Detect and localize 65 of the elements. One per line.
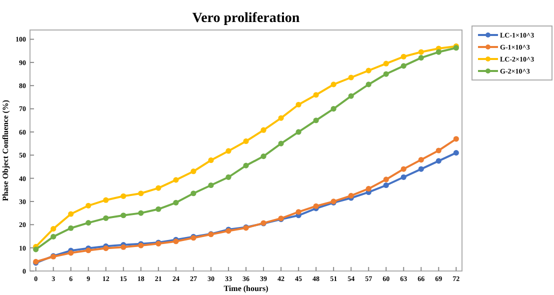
point xyxy=(383,60,389,66)
point xyxy=(296,102,302,108)
x-axis-title: Time (hours) xyxy=(224,284,269,293)
point xyxy=(436,148,442,154)
point xyxy=(400,174,406,180)
point xyxy=(86,220,92,226)
point xyxy=(190,168,196,174)
point xyxy=(400,166,406,172)
point xyxy=(296,209,302,215)
point xyxy=(138,210,144,216)
point xyxy=(103,245,109,252)
point xyxy=(313,92,319,98)
point xyxy=(68,211,74,217)
point xyxy=(313,118,319,124)
point xyxy=(33,246,39,252)
point xyxy=(68,225,74,231)
point xyxy=(453,136,459,142)
point xyxy=(278,115,284,121)
point xyxy=(400,54,406,60)
point xyxy=(453,150,459,156)
point xyxy=(156,185,162,191)
point xyxy=(330,82,336,88)
point xyxy=(120,212,126,218)
point xyxy=(278,140,284,146)
point xyxy=(208,182,214,188)
point xyxy=(86,202,92,208)
point xyxy=(366,68,372,74)
point xyxy=(138,190,144,196)
point xyxy=(400,63,406,69)
point xyxy=(226,174,232,180)
point xyxy=(418,156,424,163)
point xyxy=(103,215,109,221)
point xyxy=(260,127,266,133)
point xyxy=(208,157,214,164)
point xyxy=(103,197,109,203)
point xyxy=(330,106,336,112)
point xyxy=(260,153,266,160)
y-axis-title: Phase Object Confluence (%) xyxy=(1,100,10,202)
point xyxy=(156,206,162,212)
point xyxy=(348,74,354,80)
point xyxy=(436,158,442,164)
point xyxy=(366,186,372,192)
point xyxy=(383,176,389,182)
point xyxy=(173,200,179,206)
point xyxy=(190,190,196,196)
point xyxy=(296,129,302,135)
point xyxy=(50,226,56,232)
point xyxy=(383,182,389,188)
point xyxy=(226,148,232,154)
point xyxy=(348,192,354,198)
point xyxy=(243,138,249,144)
chart-title: Vero proliferation xyxy=(192,11,300,26)
point xyxy=(418,55,424,61)
point xyxy=(68,250,74,256)
point xyxy=(366,82,372,88)
point xyxy=(313,203,319,209)
point xyxy=(50,234,56,240)
point xyxy=(243,162,249,168)
point xyxy=(120,193,126,199)
point xyxy=(348,93,354,99)
point xyxy=(436,49,442,55)
point xyxy=(418,166,424,172)
point xyxy=(173,177,179,183)
point xyxy=(383,71,389,77)
point xyxy=(418,49,424,55)
